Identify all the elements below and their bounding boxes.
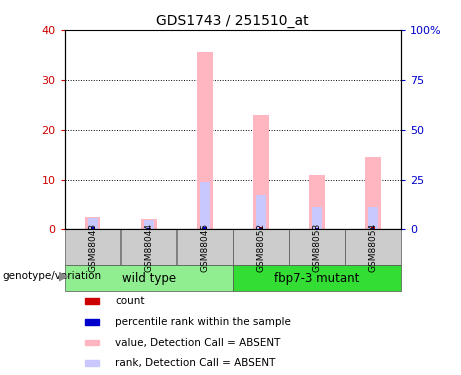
Bar [91, 227, 95, 230]
Bar [197, 53, 213, 230]
Bar [85, 298, 99, 304]
Bar [259, 227, 263, 230]
Text: GSM88054: GSM88054 [368, 223, 378, 272]
Bar [85, 217, 100, 229]
Text: fbp7-3 mutant: fbp7-3 mutant [274, 272, 360, 285]
Bar [256, 195, 266, 230]
Bar [203, 227, 207, 230]
Text: genotype/variation: genotype/variation [2, 271, 101, 280]
Bar [147, 228, 150, 230]
Text: ▶: ▶ [59, 269, 69, 282]
Bar [309, 175, 325, 230]
Bar [253, 115, 269, 230]
Text: percentile rank within the sample: percentile rank within the sample [115, 317, 291, 327]
Bar [315, 228, 319, 230]
Text: rank, Detection Call = ABSENT: rank, Detection Call = ABSENT [115, 358, 275, 368]
FancyBboxPatch shape [177, 230, 232, 266]
Text: GSM88052: GSM88052 [256, 223, 266, 272]
FancyBboxPatch shape [233, 230, 289, 266]
FancyBboxPatch shape [65, 266, 232, 291]
Text: count: count [115, 296, 144, 306]
FancyBboxPatch shape [345, 230, 401, 266]
Bar [200, 182, 210, 230]
Text: value, Detection Call = ABSENT: value, Detection Call = ABSENT [115, 338, 280, 348]
Bar [88, 219, 98, 230]
Bar [144, 220, 154, 230]
Bar [85, 360, 99, 366]
Bar [85, 340, 99, 345]
FancyBboxPatch shape [121, 230, 177, 266]
Bar [91, 227, 94, 230]
Bar [85, 319, 99, 325]
Text: GSM88045: GSM88045 [200, 223, 209, 272]
Bar [315, 228, 319, 230]
Text: wild type: wild type [122, 272, 176, 285]
FancyBboxPatch shape [233, 266, 401, 291]
Bar [371, 227, 375, 230]
Bar [368, 207, 378, 230]
Text: GSM88053: GSM88053 [313, 223, 321, 272]
Bar [365, 157, 381, 230]
FancyBboxPatch shape [289, 230, 345, 266]
Bar [147, 228, 151, 230]
Bar [203, 227, 206, 230]
Text: GSM88044: GSM88044 [144, 223, 153, 272]
Bar [312, 207, 322, 230]
Bar [260, 228, 262, 230]
Title: GDS1743 / 251510_at: GDS1743 / 251510_at [156, 13, 309, 28]
Bar [141, 219, 157, 230]
Text: GSM88043: GSM88043 [88, 223, 97, 272]
FancyBboxPatch shape [65, 230, 120, 266]
Bar [372, 228, 374, 230]
